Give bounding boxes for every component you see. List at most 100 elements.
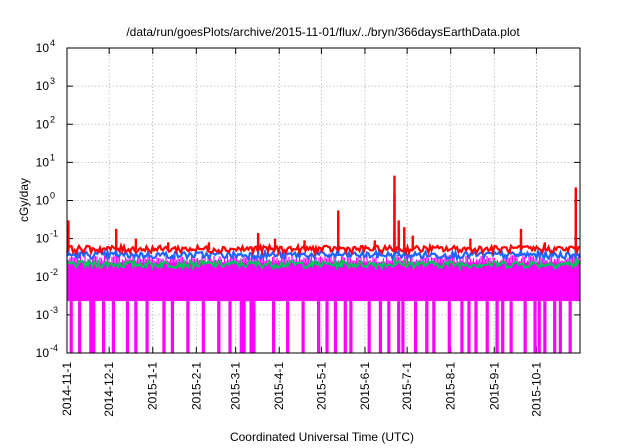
y-tick-exponent: 1	[50, 152, 55, 162]
dropout-mark	[316, 301, 321, 353]
dropout-mark	[242, 301, 246, 353]
x-tick-label: 2015-2-1	[189, 362, 203, 410]
dropout-mark	[125, 301, 130, 353]
x-tick-label: 2015-7-1	[400, 362, 414, 410]
y-tick-exponent: -3	[50, 305, 58, 315]
y-tick-exponent: 3	[50, 76, 55, 86]
dropout-mark	[325, 301, 329, 353]
x-tick-label: 2015-5-1	[314, 362, 328, 410]
dropout-mark	[286, 301, 290, 353]
dropout-mark	[69, 301, 73, 353]
x-tick-label: 2015-4-1	[272, 362, 286, 410]
y-tick-base: 10	[36, 117, 50, 131]
dropout-mark	[228, 301, 232, 353]
x-tick-labels: 2014-11-1 2014-12-1 2015-1-1 2015-2-1 2015-3…	[60, 362, 543, 417]
x-tick-label: 2015-10-1	[529, 362, 543, 417]
series	[66, 254, 580, 353]
dropout-mark	[333, 301, 338, 353]
y-tick-exponent: -1	[50, 229, 58, 239]
dropout-mark	[568, 301, 572, 353]
y-tick-label: 10	[36, 346, 50, 360]
chart-title: /data/run/goesPlots/archive/2015-11-01/f…	[126, 25, 520, 39]
dropout-mark	[460, 301, 464, 353]
series-layer	[65, 175, 581, 353]
y-tick-label: 10	[36, 155, 50, 169]
dropout-mark	[467, 301, 471, 353]
dropout-mark	[201, 301, 205, 353]
y-tick-label: 10	[36, 194, 50, 208]
y-tick-base: 10	[36, 232, 50, 246]
dropout-mark	[217, 301, 221, 353]
y-axis-label: cGy/day	[17, 178, 31, 222]
dropout-mark	[252, 301, 256, 353]
y-tick-label: 10	[36, 270, 50, 284]
dropout-mark	[89, 301, 93, 353]
series-line	[66, 247, 581, 263]
dropout-mark	[170, 301, 175, 353]
dropout-mark	[537, 301, 541, 353]
y-tick-base: 10	[36, 308, 50, 322]
y-tick-base: 10	[36, 155, 50, 169]
dropout-mark	[523, 301, 527, 353]
dropout-mark	[495, 301, 499, 353]
x-tick-label: 2015-1-1	[146, 362, 160, 410]
series	[65, 175, 581, 257]
dropout-mark	[101, 301, 106, 353]
y-tick-base: 10	[36, 194, 50, 208]
dropout-mark	[501, 301, 505, 353]
dropout-mark	[367, 301, 371, 353]
y-tick-exponent: 2	[50, 114, 55, 124]
dropout-mark	[301, 301, 305, 353]
dropout-mark	[553, 301, 557, 353]
dropout-mark	[397, 301, 401, 353]
y-tick-exponent: 0	[50, 191, 55, 201]
dropout-mark	[343, 301, 347, 353]
dropout-mark	[447, 301, 451, 353]
y-tick-label: 10	[36, 79, 50, 93]
dropout-mark	[543, 301, 547, 353]
dropout-mark	[134, 301, 138, 353]
series-line	[65, 241, 581, 257]
y-tick-base: 10	[36, 270, 50, 284]
y-tick-exponent: -2	[50, 267, 58, 277]
dropout-mark	[401, 301, 405, 353]
dropout-mark	[474, 301, 478, 353]
dropout-mark	[162, 301, 166, 353]
dropout-mark	[145, 301, 149, 353]
dropout-mark	[485, 301, 489, 353]
y-tick-exponent: -4	[50, 343, 58, 353]
dropout-mark	[387, 301, 391, 353]
y-tick-label: 10	[36, 41, 50, 55]
y-tick-label: 10	[36, 232, 50, 246]
y-tick-base: 10	[36, 41, 50, 55]
x-axis-label: Coordinated Universal Time (UTC)	[230, 430, 414, 444]
series-line	[66, 257, 581, 272]
dropout-mark	[349, 301, 353, 353]
dropout-mark	[533, 301, 537, 353]
x-tick-label: 2015-8-1	[444, 362, 458, 410]
x-tick-label: 2015-3-1	[229, 362, 243, 410]
dropout-mark	[78, 301, 82, 353]
dropout-mark	[249, 301, 253, 353]
x-tick-label: 2015-6-1	[358, 362, 372, 410]
dropout-mark	[558, 301, 562, 353]
plot-frame	[66, 47, 581, 354]
dropout-mark	[378, 301, 383, 353]
x-tick-label: 2015-9-1	[487, 362, 501, 410]
dropout-mark	[272, 301, 276, 353]
y-tick-label: 10	[36, 117, 50, 131]
y-tick-base: 10	[36, 346, 50, 360]
dropout-mark	[413, 301, 418, 353]
y-tick-label: 10	[36, 308, 50, 322]
dropout-mark	[92, 301, 96, 353]
dropout-mark	[186, 301, 190, 353]
y-tick-base: 10	[36, 79, 50, 93]
x-tick-label: 2014-11-1	[60, 362, 74, 416]
x-tick-label: 2014-12-1	[102, 362, 116, 417]
y-tick-exponent: 4	[50, 38, 55, 48]
dropout-mark	[111, 301, 115, 353]
dropout-mark	[509, 301, 513, 353]
dropout-mark	[425, 301, 429, 353]
